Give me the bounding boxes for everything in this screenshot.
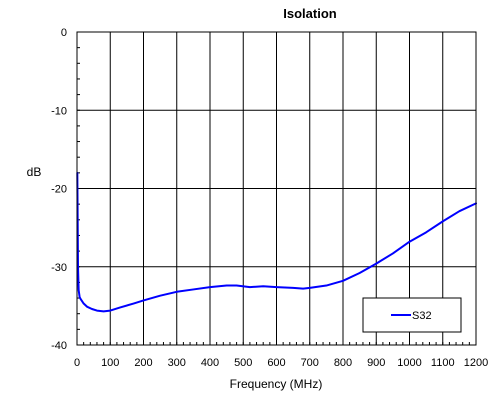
legend: S32 [362, 297, 462, 333]
x-tick-label: 1100 [431, 357, 455, 369]
x-tick-label: 800 [334, 357, 352, 369]
x-axis-label: Frequency (MHz) [230, 377, 323, 391]
series-line-s32 [76, 171, 477, 313]
series-group [76, 171, 477, 313]
x-tick-label: 0 [74, 357, 80, 369]
plot-frame [76, 31, 477, 346]
grid [77, 32, 476, 345]
x-tick-label: 1000 [397, 357, 421, 369]
x-tick-label: 300 [168, 357, 186, 369]
y-tick-label: -20 [51, 184, 67, 196]
y-axis-label: dB [27, 165, 42, 179]
y-tick-label: -40 [51, 340, 67, 352]
legend-box [362, 297, 462, 333]
legend-label-s32: S32 [412, 310, 432, 322]
y-tick-label: -30 [51, 262, 67, 274]
y-tick-label: 0 [61, 27, 67, 39]
x-tick-label: 400 [201, 357, 219, 369]
tick-labels: 0 100 200 300 400 500 600 700 800 900 1000 1100 1200… [51, 27, 488, 369]
y-tick-label: -10 [51, 105, 67, 117]
x-tick-label: 900 [367, 357, 385, 369]
chart-title: Isolation [283, 6, 337, 21]
x-tick-label: 200 [134, 357, 152, 369]
x-tick-label: 1200 [464, 357, 488, 369]
x-tick-label: 500 [234, 357, 252, 369]
x-tick-label: 600 [267, 357, 285, 369]
x-tick-label: 700 [301, 357, 319, 369]
x-tick-label: 100 [101, 357, 119, 369]
